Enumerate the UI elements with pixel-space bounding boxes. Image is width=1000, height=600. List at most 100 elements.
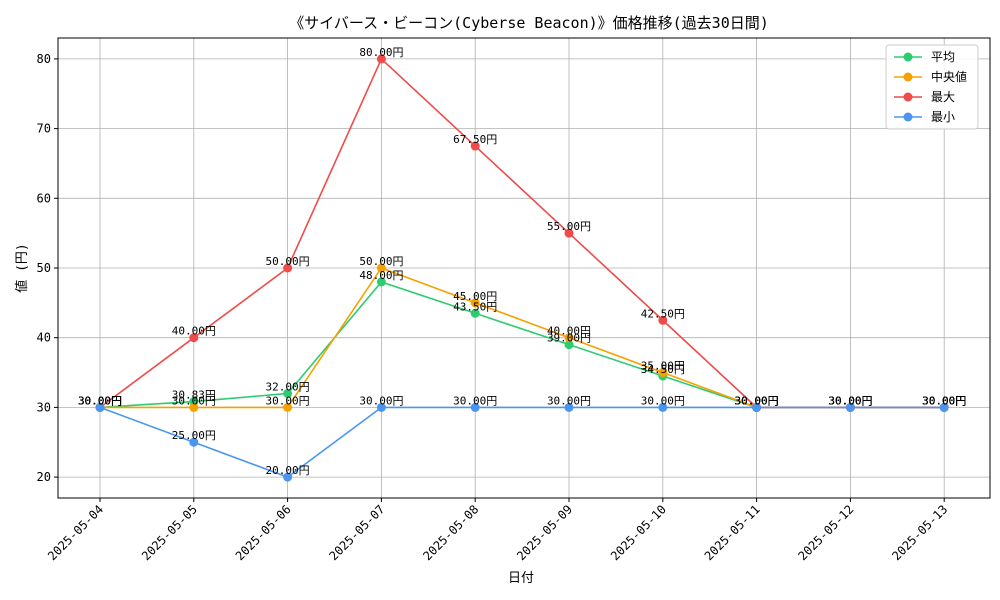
data-label: 30.00円 bbox=[828, 394, 872, 407]
data-label: 30.00円 bbox=[922, 394, 966, 407]
data-label: 48.00円 bbox=[359, 269, 403, 282]
data-point bbox=[470, 298, 480, 308]
y-tick-label: 40 bbox=[37, 331, 51, 345]
data-label: 30.00円 bbox=[922, 394, 966, 407]
data-point bbox=[376, 263, 386, 273]
data-label: 30.00円 bbox=[735, 394, 779, 407]
legend-label: 最大 bbox=[931, 90, 955, 104]
series-line-0 bbox=[99, 281, 945, 409]
legend-marker bbox=[903, 92, 913, 102]
data-label: 43.50円 bbox=[453, 300, 497, 313]
data-label: 40.00円 bbox=[172, 325, 216, 338]
data-label: 34.50円 bbox=[641, 363, 685, 376]
series-line-3 bbox=[99, 406, 945, 478]
legend-marker bbox=[903, 112, 913, 122]
x-tick-label: 2025-05-10 bbox=[608, 502, 669, 563]
y-tick-label: 30 bbox=[37, 400, 51, 414]
x-tick-label: 2025-05-11 bbox=[702, 502, 763, 563]
data-label: 42.50円 bbox=[641, 307, 685, 320]
legend-label: 最小 bbox=[931, 110, 955, 124]
data-label: 50.00円 bbox=[359, 255, 403, 268]
x-axis-ticks: 2025-05-04 2025-05-05 2025-05-06 2025-05-07… bbox=[45, 498, 950, 563]
data-point bbox=[658, 315, 668, 325]
x-tick-label: 2025-05-06 bbox=[233, 502, 294, 563]
data-label: 30.00円 bbox=[266, 394, 310, 407]
x-tick-label: 2025-05-04 bbox=[45, 502, 106, 563]
data-point bbox=[752, 402, 762, 412]
data-point bbox=[283, 472, 293, 482]
x-tick-label: 2025-05-09 bbox=[514, 502, 575, 563]
data-label: 20.00円 bbox=[266, 464, 310, 477]
data-point bbox=[283, 388, 293, 398]
data-point bbox=[189, 333, 199, 343]
data-label: 67.50円 bbox=[453, 133, 497, 146]
y-axis-label: 値 (円) bbox=[14, 243, 30, 292]
data-label: 35.00円 bbox=[641, 360, 685, 373]
data-point bbox=[564, 402, 574, 412]
legend-label: 平均 bbox=[931, 50, 955, 64]
data-point bbox=[189, 402, 199, 412]
data-labels: 30.00円 30.83円32.00円48.00円43.50円39.00円34.5… bbox=[78, 46, 966, 477]
x-tick-label: 2025-05-08 bbox=[420, 502, 481, 563]
data-label: 30.00円 bbox=[78, 394, 122, 407]
data-point bbox=[939, 402, 949, 412]
legend-label: 中央値 bbox=[931, 69, 967, 84]
data-label: 50.00円 bbox=[266, 255, 310, 268]
data-label: 30.00円 bbox=[828, 394, 872, 407]
data-label: 30.00円 bbox=[78, 394, 122, 407]
x-axis-label: 日付 bbox=[508, 571, 534, 586]
series-layer bbox=[95, 54, 949, 482]
data-label: 30.00円 bbox=[922, 394, 966, 407]
legend-marker bbox=[903, 72, 913, 82]
data-label: 32.00円 bbox=[266, 380, 310, 393]
x-tick-label: 2025-05-13 bbox=[889, 502, 950, 563]
data-label: 45.00円 bbox=[453, 290, 497, 303]
data-label: 30.00円 bbox=[172, 394, 216, 407]
grid bbox=[58, 38, 990, 498]
x-tick-label: 2025-05-07 bbox=[327, 502, 388, 563]
data-point bbox=[564, 228, 574, 238]
data-label: 30.00円 bbox=[735, 394, 779, 407]
y-tick-label: 80 bbox=[37, 52, 51, 66]
data-label: 30.83円 bbox=[172, 389, 216, 402]
data-label: 30.00円 bbox=[828, 394, 872, 407]
y-tick-label: 70 bbox=[37, 122, 51, 136]
data-point bbox=[283, 263, 293, 273]
data-label: 25.00円 bbox=[172, 429, 216, 442]
data-label: 30.00円 bbox=[735, 394, 779, 407]
series-line-2 bbox=[99, 57, 945, 409]
data-point bbox=[376, 54, 386, 64]
data-label: 55.00円 bbox=[547, 220, 591, 233]
data-point bbox=[658, 402, 668, 412]
data-point bbox=[376, 277, 386, 287]
data-point bbox=[845, 402, 855, 412]
data-point bbox=[470, 141, 480, 151]
data-label: 30.00円 bbox=[735, 394, 779, 407]
chart-title: 《サイバース・ビーコン(Cyberse Beacon)》価格推移(過去30日間) bbox=[289, 14, 769, 32]
y-tick-label: 60 bbox=[37, 191, 51, 205]
data-point bbox=[283, 402, 293, 412]
data-label: 30.00円 bbox=[453, 394, 497, 407]
data-point bbox=[470, 402, 480, 412]
data-label: 30.00円 bbox=[922, 394, 966, 407]
data-label: 30.00円 bbox=[78, 394, 122, 407]
data-point bbox=[95, 402, 105, 412]
data-label: 30.00円 bbox=[641, 394, 685, 407]
x-tick-label: 2025-05-05 bbox=[139, 502, 200, 563]
y-tick-label: 20 bbox=[37, 470, 51, 484]
data-label: 39.00円 bbox=[547, 332, 591, 345]
data-label: 40.00円 bbox=[547, 325, 591, 338]
y-axis-ticks: 20 30 40 50 60 70 80 bbox=[37, 52, 58, 484]
data-point bbox=[189, 437, 199, 447]
data-label: 30.00円 bbox=[78, 394, 122, 407]
data-point bbox=[470, 308, 480, 318]
data-label: 30.00円 bbox=[359, 394, 403, 407]
legend-box bbox=[885, 44, 979, 130]
data-label: 30.00円 bbox=[547, 394, 591, 407]
legend-marker bbox=[903, 52, 913, 62]
data-label: 80.00円 bbox=[359, 46, 403, 59]
data-point bbox=[376, 402, 386, 412]
